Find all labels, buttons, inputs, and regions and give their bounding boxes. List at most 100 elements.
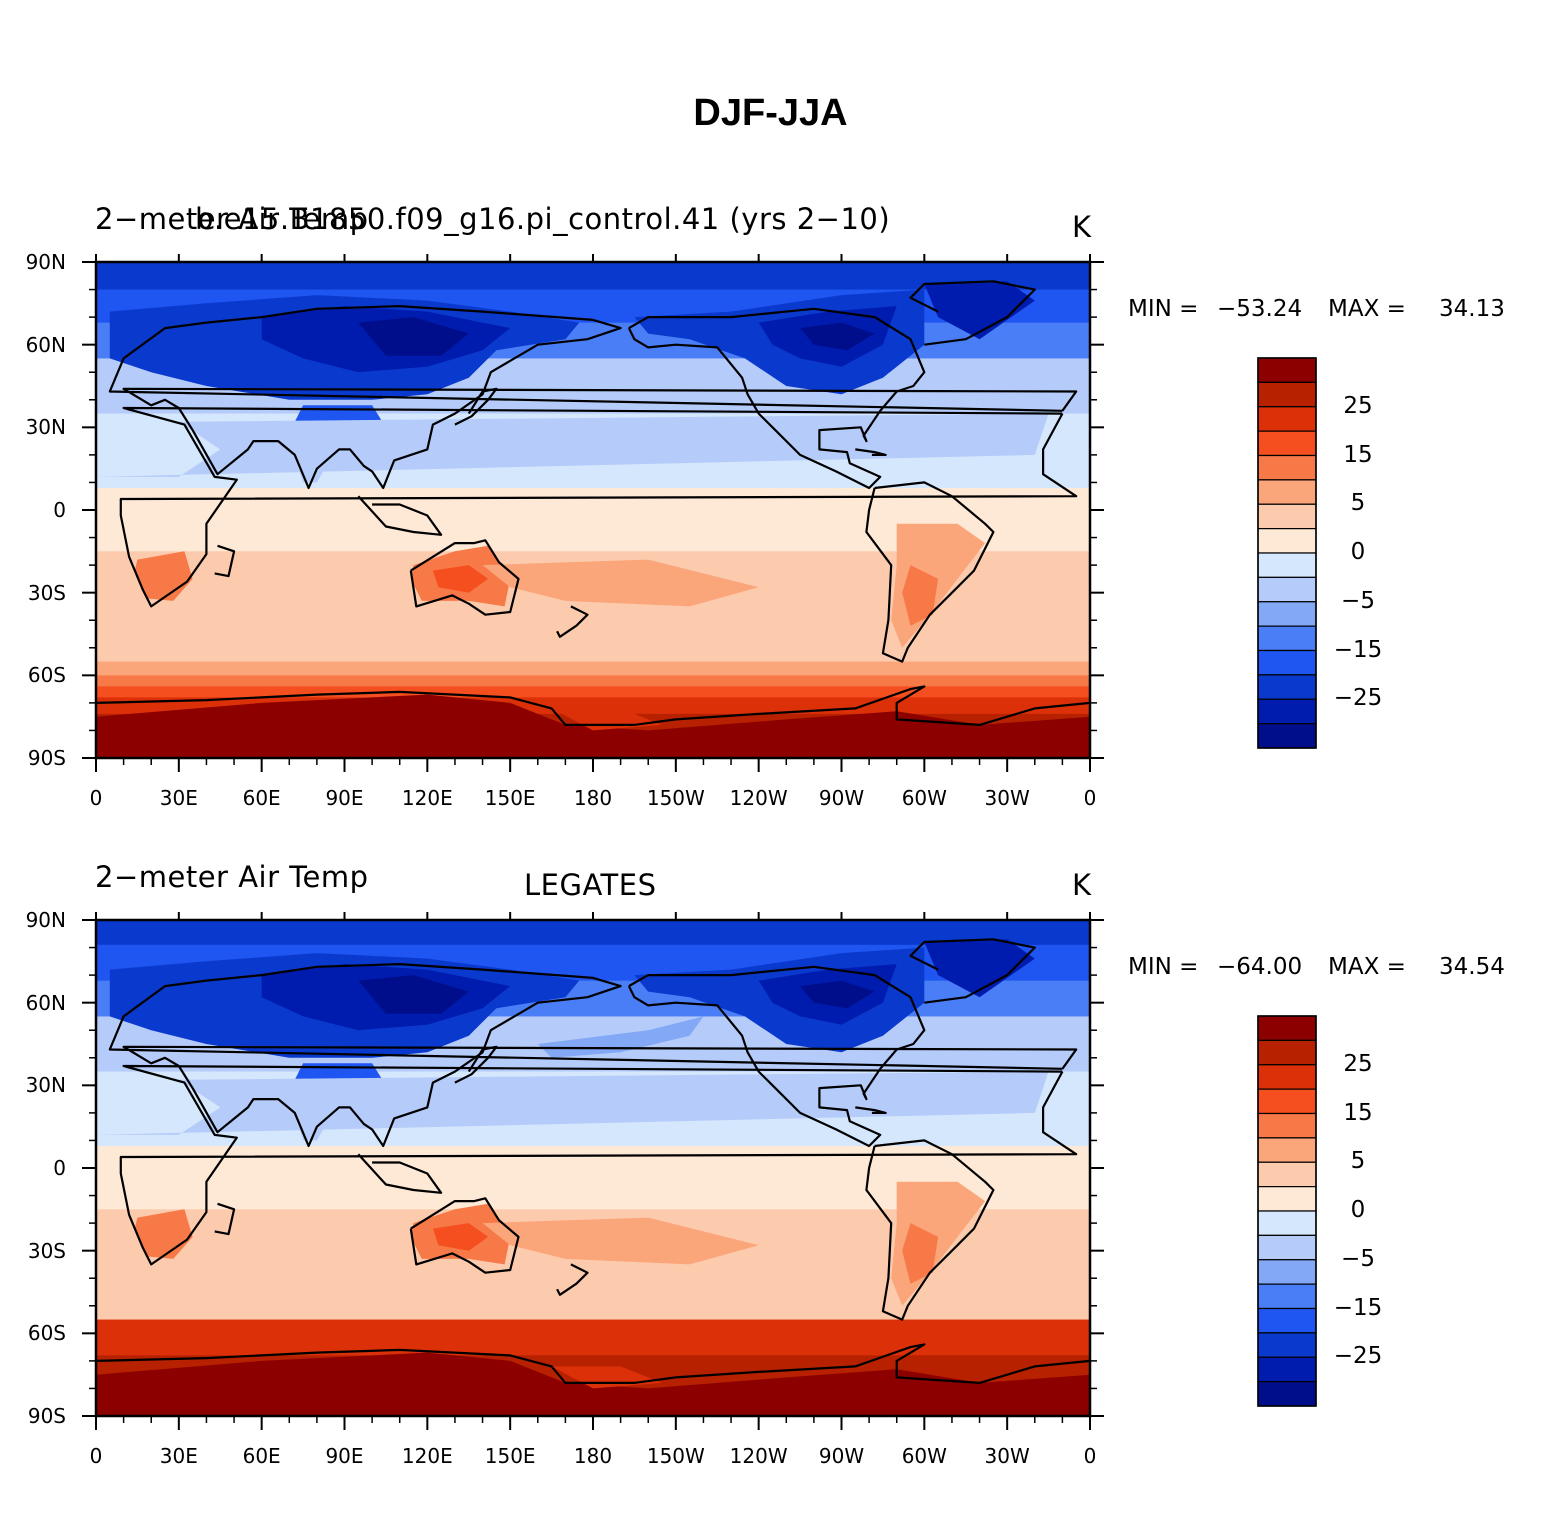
lon-tick-label: 0 [1083,1444,1097,1468]
greenland-coast [909,938,1036,1004]
eurasia-coast [108,962,1078,1148]
lon-tick-label: 150W [646,786,705,810]
colorbar-box [1257,479,1317,505]
max-value: 34.13 [1439,296,1505,322]
lon-tick-label: 120W [729,786,788,810]
colorbar-box [1257,1088,1317,1115]
colorbar-box [1257,1307,1317,1334]
pacific-warm-region [482,1217,759,1265]
colorbar-box [1257,1259,1317,1285]
min-label: MIN = [1128,954,1199,980]
temperature-field [96,262,1090,759]
temperature-field [96,920,1090,1417]
colorbar-box [1257,1381,1317,1407]
south-america-coast [865,481,995,663]
coastlines [95,280,1091,727]
axis-ticks [82,912,1104,1430]
lat-tick-label: 60N [25,990,66,1015]
lat-tick-label: 90N [25,250,66,274]
africa-coast [119,406,1078,608]
antarctica-coast [95,1343,1091,1385]
cuba [855,448,887,456]
s-america-core-region [902,565,939,626]
africa-coast [119,1064,1078,1266]
colorbar-box [1257,406,1317,432]
lat-tick-label: 30N [25,1073,66,1098]
lon-tick-label: 60W [901,786,947,810]
colorbar-tick-label: 15 [1343,441,1373,468]
lon-tick-label: 120W [729,1444,788,1468]
temp-band [96,1319,1090,1329]
temp-band [96,487,1090,525]
colorbar-tick-label: 15 [1343,1099,1373,1126]
lat-tick-label: 0 [53,498,66,522]
left-title: 2−meter Air Temp [95,202,369,236]
lat-tick-label: 90S [27,746,66,770]
colorbar-box [1257,1332,1317,1358]
lon-tick-label: 120E [401,1444,453,1468]
lon-tick-label: 0 [89,1444,103,1468]
lat-tick-label: 60S [27,1321,66,1346]
colorbar-tick-label: 25 [1343,1050,1373,1077]
lat-tick-label: 60N [25,332,66,357]
colorbar-box [1257,674,1317,700]
pacific-warm-region [482,559,759,607]
north-america-coast [627,307,926,490]
colorbar-box [1257,1137,1317,1163]
lat-tick-label: 0 [53,1156,66,1180]
lon-tick-label: 180 [573,1444,613,1468]
lon-tick-label: 90E [325,786,364,810]
lon-tick-label: 30W [984,786,1030,810]
min-label: MIN = [1128,296,1199,322]
lon-tick-label: 30E [159,1444,198,1468]
temperature-difference-map [82,912,1317,1430]
lon-tick-label: 150E [484,786,536,810]
max-label: MAX = [1328,296,1406,322]
lon-tick-label: 90W [818,786,865,810]
australia-core-region [432,565,489,593]
min-value: −64.00 [1217,954,1303,980]
colorbar-tick-label: −25 [1333,1343,1383,1370]
coastlines [95,938,1091,1385]
lon-tick-label: 0 [89,786,103,810]
north-america-coast [627,965,926,1148]
japan [454,1045,498,1084]
temp-band [96,686,1090,698]
lon-tick-label: 0 [1083,786,1097,810]
colorbar-box [1257,357,1317,383]
left-title: 2−meter Air Temp [95,860,369,894]
colorbar-box [1257,430,1317,457]
colorbar-box [1257,723,1317,749]
colorbar-box [1257,454,1317,481]
antarctica-region [96,1352,1090,1416]
lat-tick-label: 30S [27,580,66,605]
colorbar-box [1257,1210,1317,1236]
colorbar-box [1257,503,1317,530]
colorbar-box [1257,1015,1317,1041]
australia-coast [409,539,520,616]
madagascar [214,1202,236,1236]
colorbar-box [1257,698,1317,725]
colorbar-tick-label: −5 [1341,587,1375,614]
observation-map-panel: 2−meter Air Temp LEGATES K MIN = −64.00 … [0,858,1541,1518]
colorbar-box [1257,1186,1317,1212]
cuba [855,1106,887,1114]
max-value: 34.54 [1439,954,1505,980]
model-map-panel: 2−meter Air Temp b.e15.B1850.f09_g16.pi_… [0,200,1541,860]
greenland-region [924,281,1035,340]
indonesia [357,1153,443,1194]
lat-tick-label: 90N [25,908,66,932]
eurasia-deep-region [358,975,469,1014]
min-value: −53.24 [1217,296,1303,322]
lon-tick-label: 60E [242,786,281,810]
na-deep-region [800,322,875,351]
temp-band [96,1145,1090,1183]
eurasia-deep-region [358,317,469,356]
colorbar-tick-label: 0 [1350,1197,1366,1223]
greenland-region [924,939,1035,998]
lon-tick-label: 180 [573,786,613,810]
lon-tick-label: 60W [901,1444,947,1468]
colorbar-box [1257,528,1317,554]
lon-tick-label: 90E [325,1444,364,1468]
colorbar [1257,1015,1317,1407]
